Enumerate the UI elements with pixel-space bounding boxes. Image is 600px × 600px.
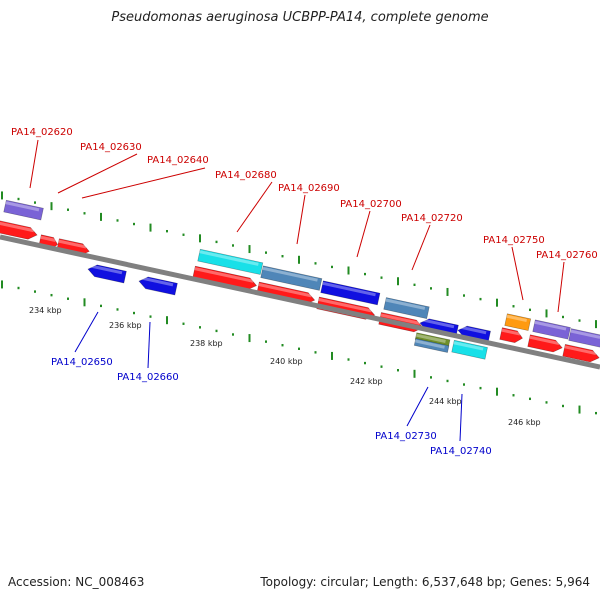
gene-feature [192, 265, 258, 291]
gene-label-bottom: PA14_02650 [51, 357, 113, 368]
gene-feature [383, 297, 430, 319]
scale-label: 234 kbp [29, 306, 62, 315]
label-leader-line [356, 210, 371, 258]
scale-label: 246 kbp [508, 418, 541, 427]
gene-feature [527, 334, 563, 353]
gene-label-top: PA14_02750 [483, 235, 545, 246]
label-leader-line [511, 246, 524, 301]
gene-feature [562, 343, 600, 363]
scale-labels: 234 kbp 236 kbp 238 kbp 240 kbp 242 kbp 244 k… [29, 306, 541, 427]
gene-feature [499, 327, 523, 343]
gene-label-bottom: PA14_02740 [430, 446, 492, 457]
label-leaders [29, 139, 565, 442]
gene-feature [413, 338, 450, 353]
label-leader-line [406, 386, 429, 427]
gene-label-bottom: PA14_02730 [375, 431, 437, 442]
scale-label: 238 kbp [190, 339, 223, 348]
label-leader-line [147, 321, 151, 369]
gene-feature [138, 276, 178, 296]
label-leader-line [74, 311, 99, 353]
label-leader-line [81, 167, 206, 199]
gene-label-top: PA14_02630 [80, 142, 142, 153]
gene-label-top: PA14_02720 [401, 213, 463, 224]
gene-feature [532, 319, 571, 340]
tick-marks [1, 191, 597, 415]
gene-feature [451, 339, 488, 360]
gene-label-top: PA14_02680 [215, 170, 277, 181]
gene-feature [320, 280, 381, 306]
gene-labels: PA14_02620 PA14_02630 PA14_02640 PA14_02680… [11, 127, 598, 457]
scale-label: 242 kbp [350, 377, 383, 386]
gene-label-top: PA14_02640 [147, 155, 209, 166]
label-leader-line [411, 224, 431, 271]
gene-label-top: PA14_02700 [340, 199, 402, 210]
gene-label-top: PA14_02760 [536, 250, 598, 261]
gene-feature [3, 199, 44, 221]
label-leader-line [57, 153, 138, 194]
topology-text: Topology: circular; Length: 6,537,648 bp… [260, 575, 590, 589]
scale-label: 240 kbp [270, 357, 303, 366]
label-leader-line [296, 194, 306, 245]
gene-feature [504, 313, 532, 331]
label-leader-line [459, 393, 463, 442]
scale-label: 236 kbp [109, 321, 142, 330]
gene-feature [568, 328, 600, 348]
gene-feature [0, 220, 38, 240]
accession-text: Accession: NC_008463 [8, 575, 145, 589]
gene-label-top: PA14_02620 [11, 127, 73, 138]
genome-backbone [0, 234, 600, 370]
label-leader-line [557, 261, 565, 313]
figure-title: Pseudomonas aeruginosa UCBPP-PA14, compl… [111, 10, 489, 25]
gene-label-bottom: PA14_02660 [117, 372, 179, 383]
scale-label: 244 kbp [429, 397, 462, 406]
gene-feature [197, 248, 264, 275]
label-leader-line [29, 139, 39, 189]
gene-label-top: PA14_02690 [278, 183, 340, 194]
gene-feature [260, 265, 323, 291]
gene-feature [87, 264, 127, 284]
label-leader-line [236, 181, 273, 233]
